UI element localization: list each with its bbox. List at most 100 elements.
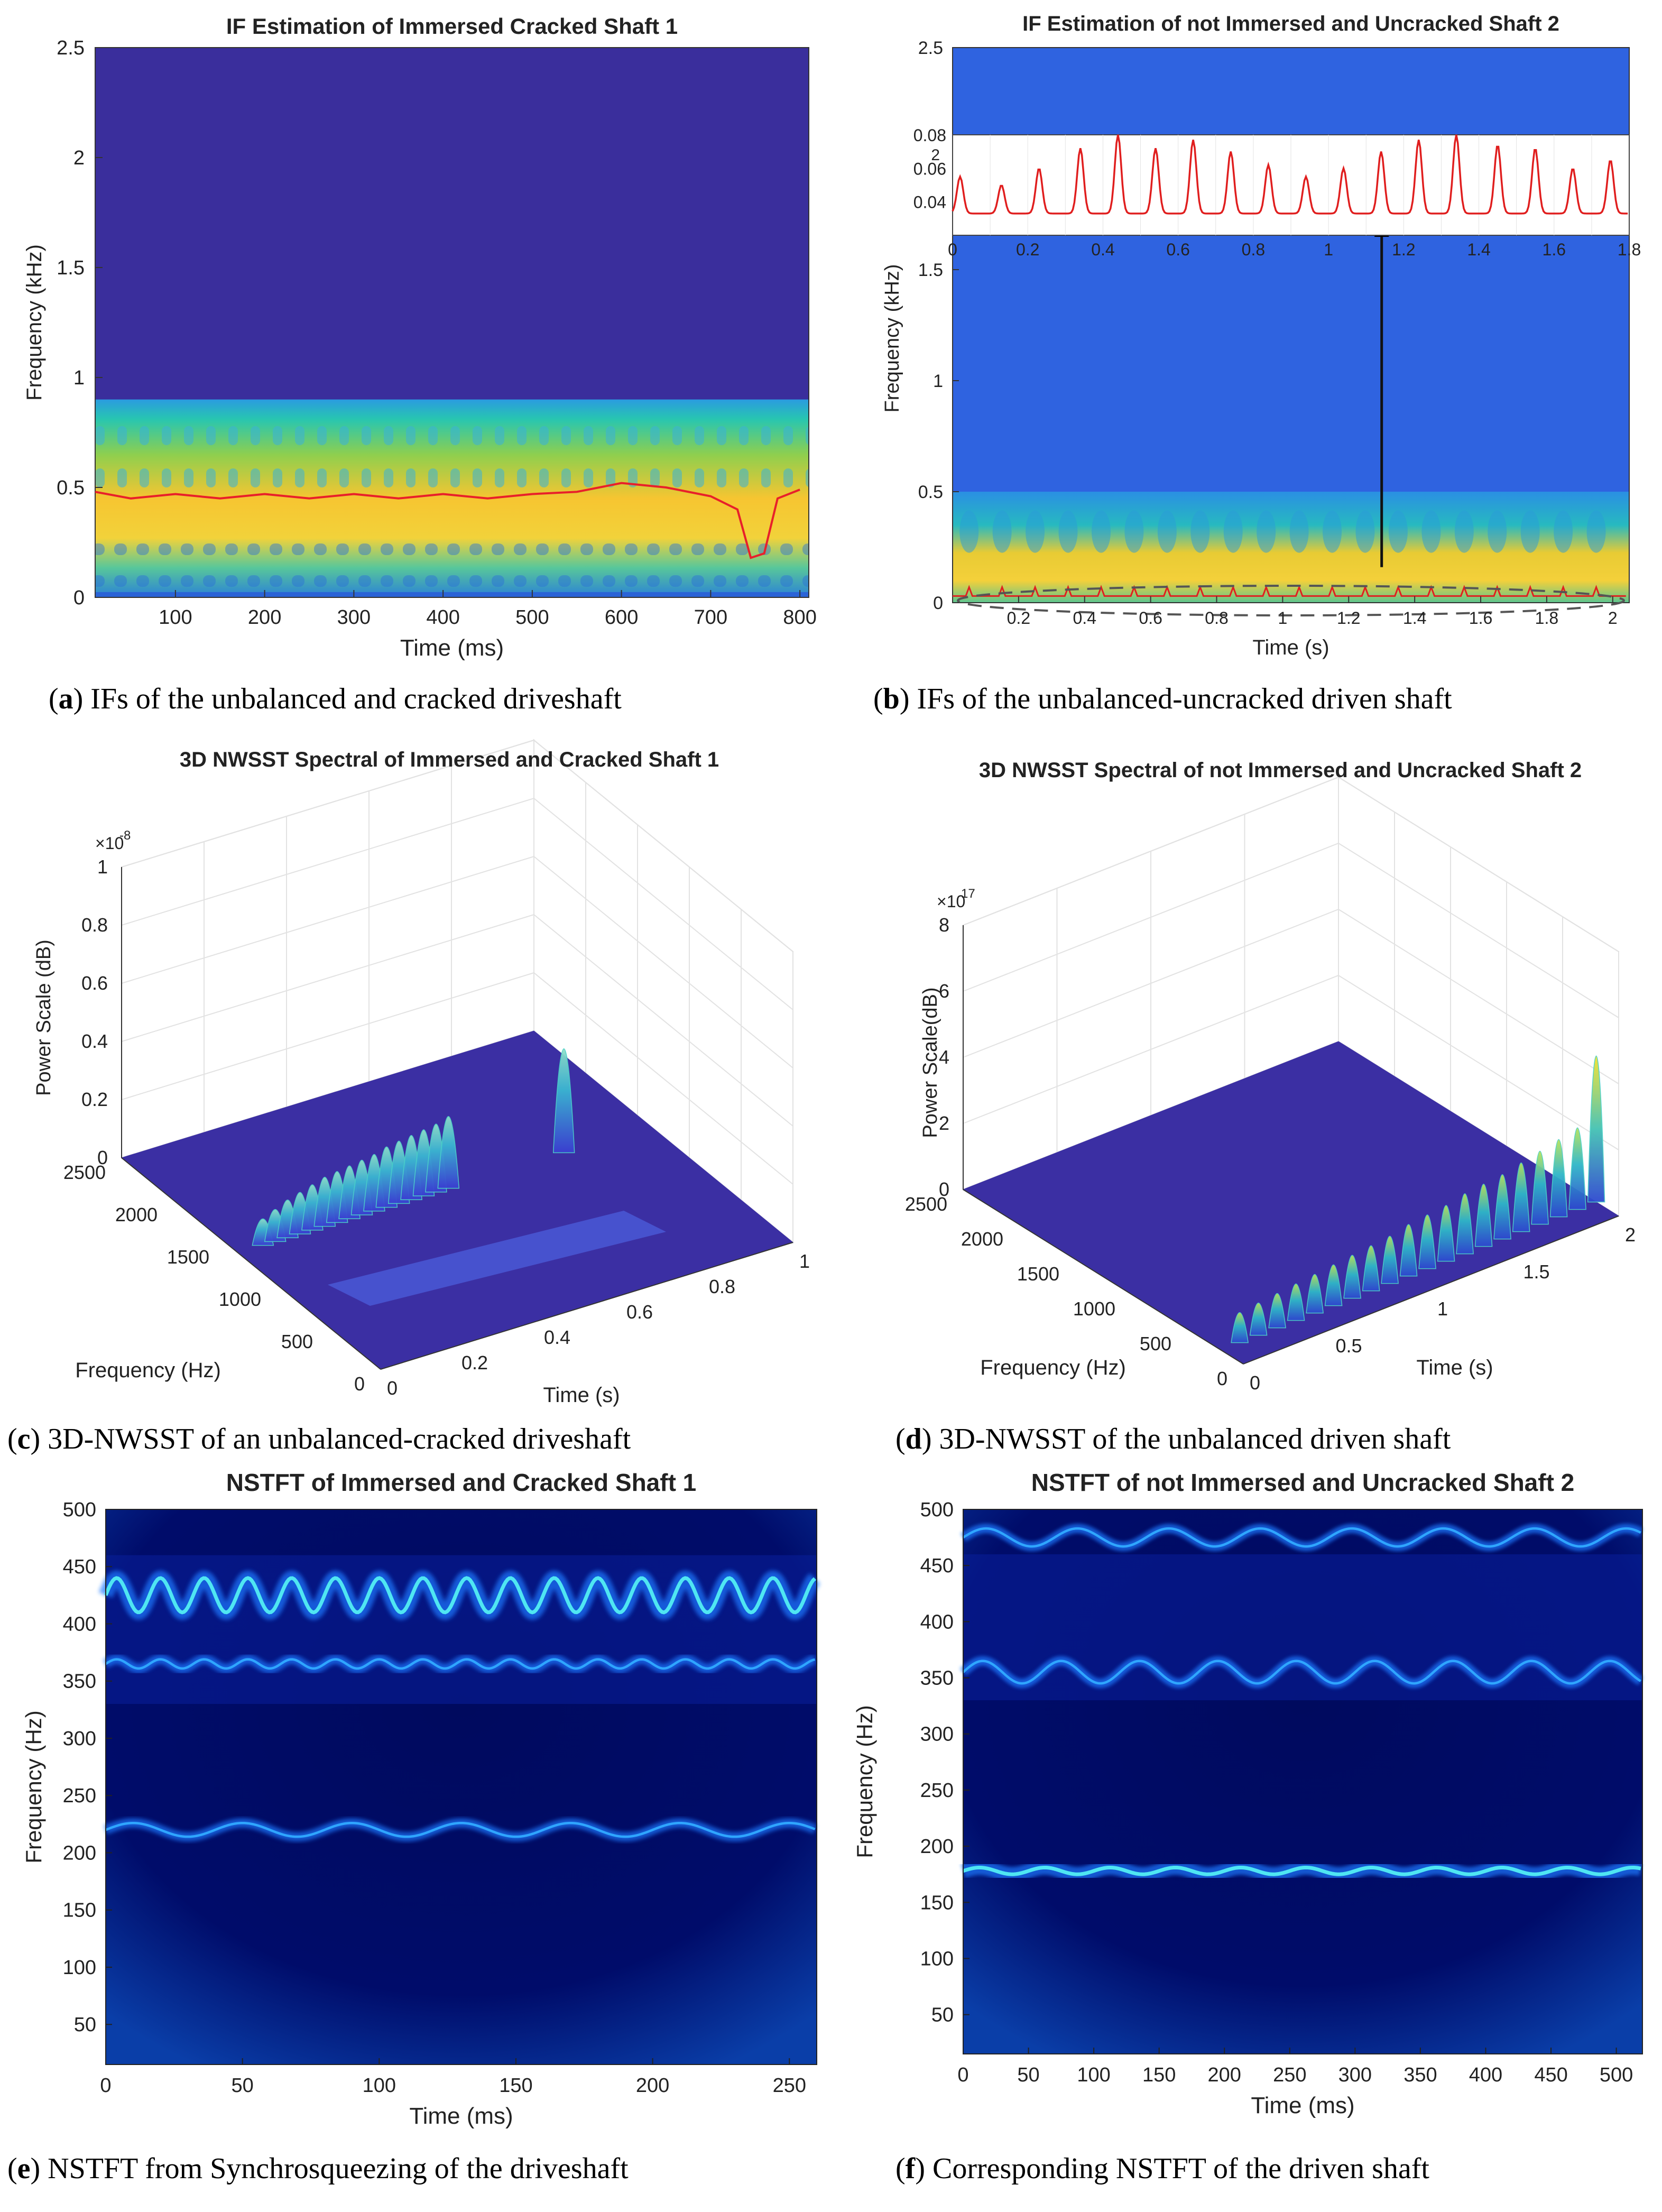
time-tick-label: 0.5	[1335, 1335, 1362, 1357]
surface-peak	[1568, 1127, 1586, 1210]
x-tick-label: 300	[1338, 2064, 1372, 2086]
y-axis-label: Frequency (Hz)	[21, 1710, 46, 1863]
surface-peak	[1474, 1184, 1493, 1247]
panel-c: 0 0.2 0.4 0.6 0.8 1 2500 2000 1500 1000 500 0 0 0.2 0.…	[0, 735, 831, 1417]
x-tick-label: 500	[515, 606, 549, 629]
energy-blob	[1157, 510, 1177, 553]
energy-blob	[1554, 510, 1573, 553]
x-tick-label: 450	[1534, 2064, 1567, 2086]
x-tick-label: 150	[499, 2075, 532, 2097]
z-tick-label: 4	[939, 1046, 949, 1068]
caption-e: (e) NSTFT from Synchrosqueezing of the d…	[7, 2152, 629, 2185]
chart-title: NSTFT of not Immersed and Uncracked Shaf…	[1031, 1469, 1575, 1496]
y-tick-label: 1.5	[918, 260, 943, 280]
y-tick-label: 100	[63, 1957, 96, 1979]
freq-tick-label: 1500	[167, 1246, 209, 1268]
z-scale-label: ×10	[95, 834, 124, 853]
chart-title: 3D NWSST Spectral of Immersed and Cracke…	[180, 748, 719, 771]
z-scale-exponent: -8	[119, 828, 131, 843]
x-axis-label: Time (ms)	[409, 2103, 513, 2129]
time-axis-label: Time (s)	[543, 1384, 620, 1407]
x-tick-label: 1	[1278, 609, 1287, 628]
time-tick-label: 0.2	[461, 1352, 488, 1374]
freq-tick-label: 2500	[63, 1162, 106, 1183]
caption-c: (c) 3D-NWSST of an unbalanced-cracked dr…	[7, 1423, 631, 1455]
ridge-line	[105, 1658, 816, 1670]
energy-blob	[1586, 510, 1606, 553]
x-tick-label: 400	[1469, 2064, 1502, 2086]
y-tick-label: 350	[920, 1667, 954, 1690]
z-tick-label: 8	[939, 914, 949, 936]
surface-peak	[1437, 1205, 1455, 1262]
z-scale-label: ×10	[937, 892, 965, 911]
x-tick-label: 0.4	[1073, 609, 1096, 628]
surface-peak	[437, 1116, 460, 1189]
energy-blob	[1091, 510, 1111, 553]
y-tick-label: 500	[920, 1499, 954, 1521]
x-tick-label: 0	[100, 2075, 111, 2097]
time-axis-label: Time (s)	[1416, 1356, 1493, 1379]
surface-peak	[1512, 1163, 1530, 1232]
x-tick-label: 200	[636, 2075, 669, 2097]
energy-blob	[1058, 510, 1078, 553]
energy-blob	[1289, 510, 1309, 553]
inset-x-tick-label: 0.2	[1016, 240, 1039, 259]
surface-peak	[1324, 1265, 1343, 1306]
x-tick-label: 200	[1208, 2064, 1241, 2086]
x-axis-label: Time (s)	[1252, 636, 1329, 659]
y-tick-label: 350	[63, 1671, 96, 1693]
y-tick-label: 150	[920, 1892, 954, 1914]
x-tick-label: 150	[1142, 2064, 1176, 2086]
energy-blob	[1421, 510, 1441, 553]
x-tick-label: 100	[1077, 2064, 1110, 2086]
x-tick-label: 250	[1273, 2064, 1306, 2086]
y-axis-label: Frequency (Hz)	[852, 1705, 877, 1858]
caption-d: (d) 3D-NWSST of the unbalanced driven sh…	[895, 1423, 1451, 1455]
freq-tick-label: 2000	[115, 1204, 158, 1225]
energy-blob	[1124, 510, 1144, 553]
energy-blob	[1355, 510, 1375, 553]
panel-f: 0 50 100 150 200 250 300 350 400 450 500 50 100 150 20…	[831, 1459, 1662, 2152]
x-tick-label: 400	[426, 606, 459, 629]
surface-peak	[1249, 1302, 1268, 1336]
energy-blob	[1190, 510, 1210, 553]
surface-peak	[1343, 1255, 1361, 1299]
x-tick-label: 100	[159, 606, 192, 629]
caption-b: (b) IFs of the unbalanced-uncracked driv…	[873, 683, 1452, 715]
x-tick-label: 50	[1017, 2064, 1039, 2086]
inset-x-tick-label: 0.8	[1242, 240, 1265, 259]
x-tick-label: 1.4	[1403, 609, 1426, 628]
highlight-ellipse	[957, 585, 1625, 616]
y-tick-label: 0	[73, 587, 85, 609]
surface-peak	[1587, 1055, 1605, 1203]
y-tick-label: 1	[933, 371, 943, 391]
axes-box	[952, 47, 1630, 603]
freq-axis-label: Frequency (Hz)	[980, 1356, 1126, 1379]
axes-box	[963, 1509, 1643, 2054]
time-tick-label: 1.5	[1523, 1261, 1549, 1283]
y-tick-label: 50	[74, 2014, 96, 2036]
chart-f-svg: 0 50 100 150 200 250 300 350 400 450 500 50 100 150 20…	[852, 1469, 1643, 2118]
surface-peak	[1362, 1245, 1380, 1292]
energy-blob	[1323, 510, 1342, 553]
surface-peak	[552, 1048, 575, 1154]
y-tick-label: 150	[63, 1900, 96, 1922]
x-tick-label: 350	[1404, 2064, 1437, 2086]
caption-a: (a) IFs of the unbalanced and cracked dr…	[49, 683, 622, 715]
x-tick-label: 1.6	[1469, 609, 1492, 628]
y-tick-label: 200	[920, 1836, 954, 1858]
inset-x-tick-label: 1.8	[1618, 240, 1641, 259]
freq-tick-label: 500	[281, 1331, 313, 1352]
z-axis-label: Power Scale (dB)	[33, 939, 55, 1096]
energy-texture-upper	[95, 410, 809, 500]
x-tick-label: 50	[232, 2075, 254, 2097]
y-tick-label: 0.5	[57, 477, 85, 499]
freq-tick-label: 2500	[905, 1193, 947, 1215]
freq-tick-label: 1000	[219, 1288, 261, 1310]
y-tick-label: 300	[920, 1723, 954, 1746]
y-tick-label: 250	[920, 1780, 954, 1802]
z-tick-label: 0	[939, 1178, 949, 1200]
x-axis-label: Time (ms)	[1251, 2093, 1354, 2118]
if-line	[95, 482, 800, 559]
